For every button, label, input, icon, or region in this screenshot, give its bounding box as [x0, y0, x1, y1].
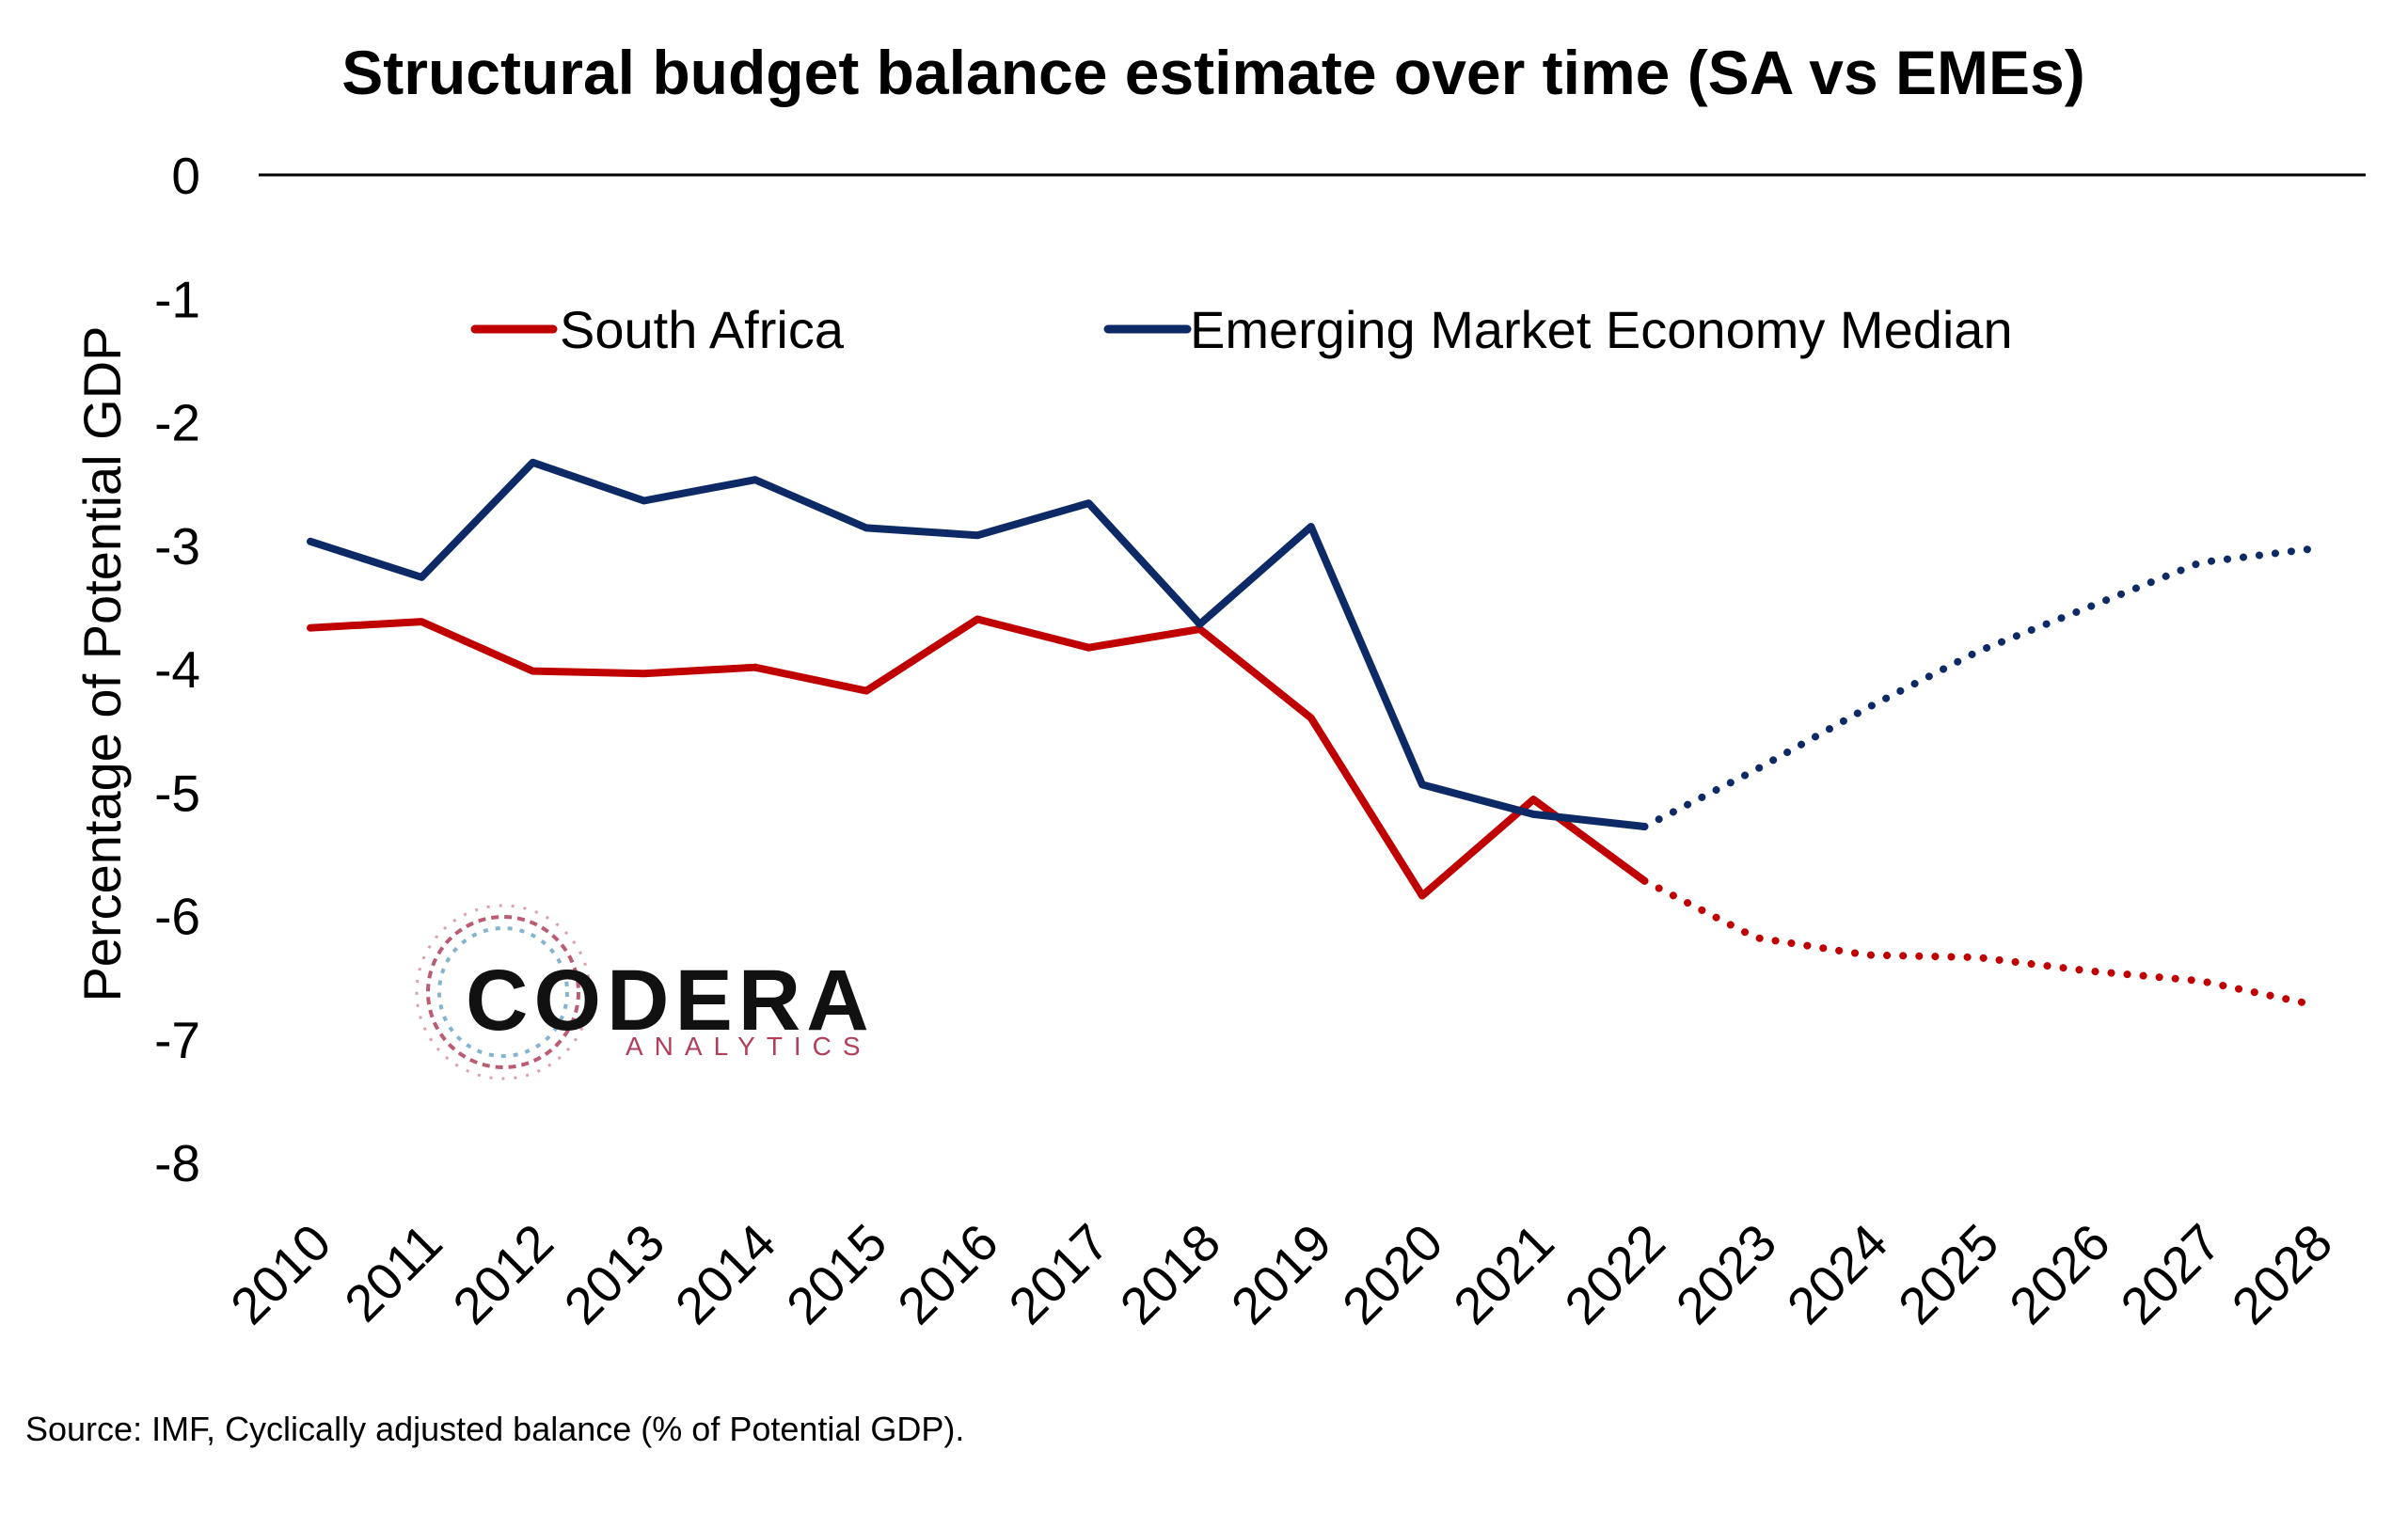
x-tick-label: 2012 [442, 1213, 564, 1335]
x-tick-label: 2028 [2221, 1213, 2343, 1335]
x-tick-label: 2011 [333, 1213, 452, 1333]
x-tick-label: 2020 [1331, 1213, 1453, 1335]
series-line-0-forecast [1640, 876, 2316, 1008]
logo-tagline: ANALYTICS [626, 1032, 872, 1061]
x-axis-ticks: 2010201120122013201420152016201720182019… [219, 1213, 2343, 1335]
chart-title: Structural budget balance estimate over … [341, 38, 2084, 107]
y-axis-label: Percentage of Potential GDP [72, 325, 132, 1001]
x-tick-label: 2010 [219, 1213, 341, 1335]
series-line-0-actual [307, 615, 1649, 900]
y-axis-ticks: 0 -1 -2 -3 -4 -5 -6 -7 -8 [154, 147, 200, 1192]
series-line-1-forecast [1640, 544, 2316, 830]
x-tick-label: 2016 [886, 1213, 1008, 1335]
y-tick-label: -6 [154, 888, 200, 946]
y-tick-label: -8 [154, 1134, 200, 1192]
legend-label-south-africa: South Africa [560, 300, 845, 359]
y-tick-label: 0 [171, 147, 200, 205]
series-line-1-actual [307, 458, 1649, 830]
y-tick-label: -7 [154, 1011, 200, 1069]
x-tick-label: 2019 [1220, 1213, 1342, 1335]
y-tick-label: -5 [154, 764, 200, 822]
logo-ring-icon [415, 904, 592, 1080]
x-tick-label: 2024 [1776, 1213, 1898, 1335]
logo-wordmark: CODERA [466, 953, 875, 1049]
x-tick-label: 2027 [2110, 1213, 2232, 1335]
x-tick-label: 2018 [1109, 1213, 1231, 1335]
y-tick-label: -1 [154, 270, 200, 328]
x-tick-label: 2017 [998, 1213, 1120, 1335]
y-tick-label: -2 [154, 394, 200, 452]
y-tick-label: -3 [154, 517, 200, 576]
y-tick-label: -4 [154, 640, 200, 699]
x-tick-label: 2013 [553, 1213, 675, 1335]
x-tick-label: 2025 [1887, 1213, 2009, 1335]
legend-label-eme-median: Emerging Market Economy Median [1190, 300, 2013, 359]
x-tick-label: 2015 [775, 1213, 897, 1335]
x-tick-label: 2023 [1665, 1213, 1787, 1335]
source-note: Source: IMF, Cyclically adjusted balance… [25, 1410, 964, 1448]
x-tick-label: 2021 [1442, 1213, 1564, 1335]
x-tick-label: 2022 [1554, 1213, 1676, 1335]
series-layer [307, 458, 2316, 1008]
legend: South Africa Emerging Market Economy Med… [470, 300, 2013, 359]
x-tick-label: 2014 [664, 1213, 786, 1335]
codera-logo: CODERA ANALYTICS [415, 904, 875, 1080]
x-tick-label: 2026 [1998, 1213, 2120, 1335]
